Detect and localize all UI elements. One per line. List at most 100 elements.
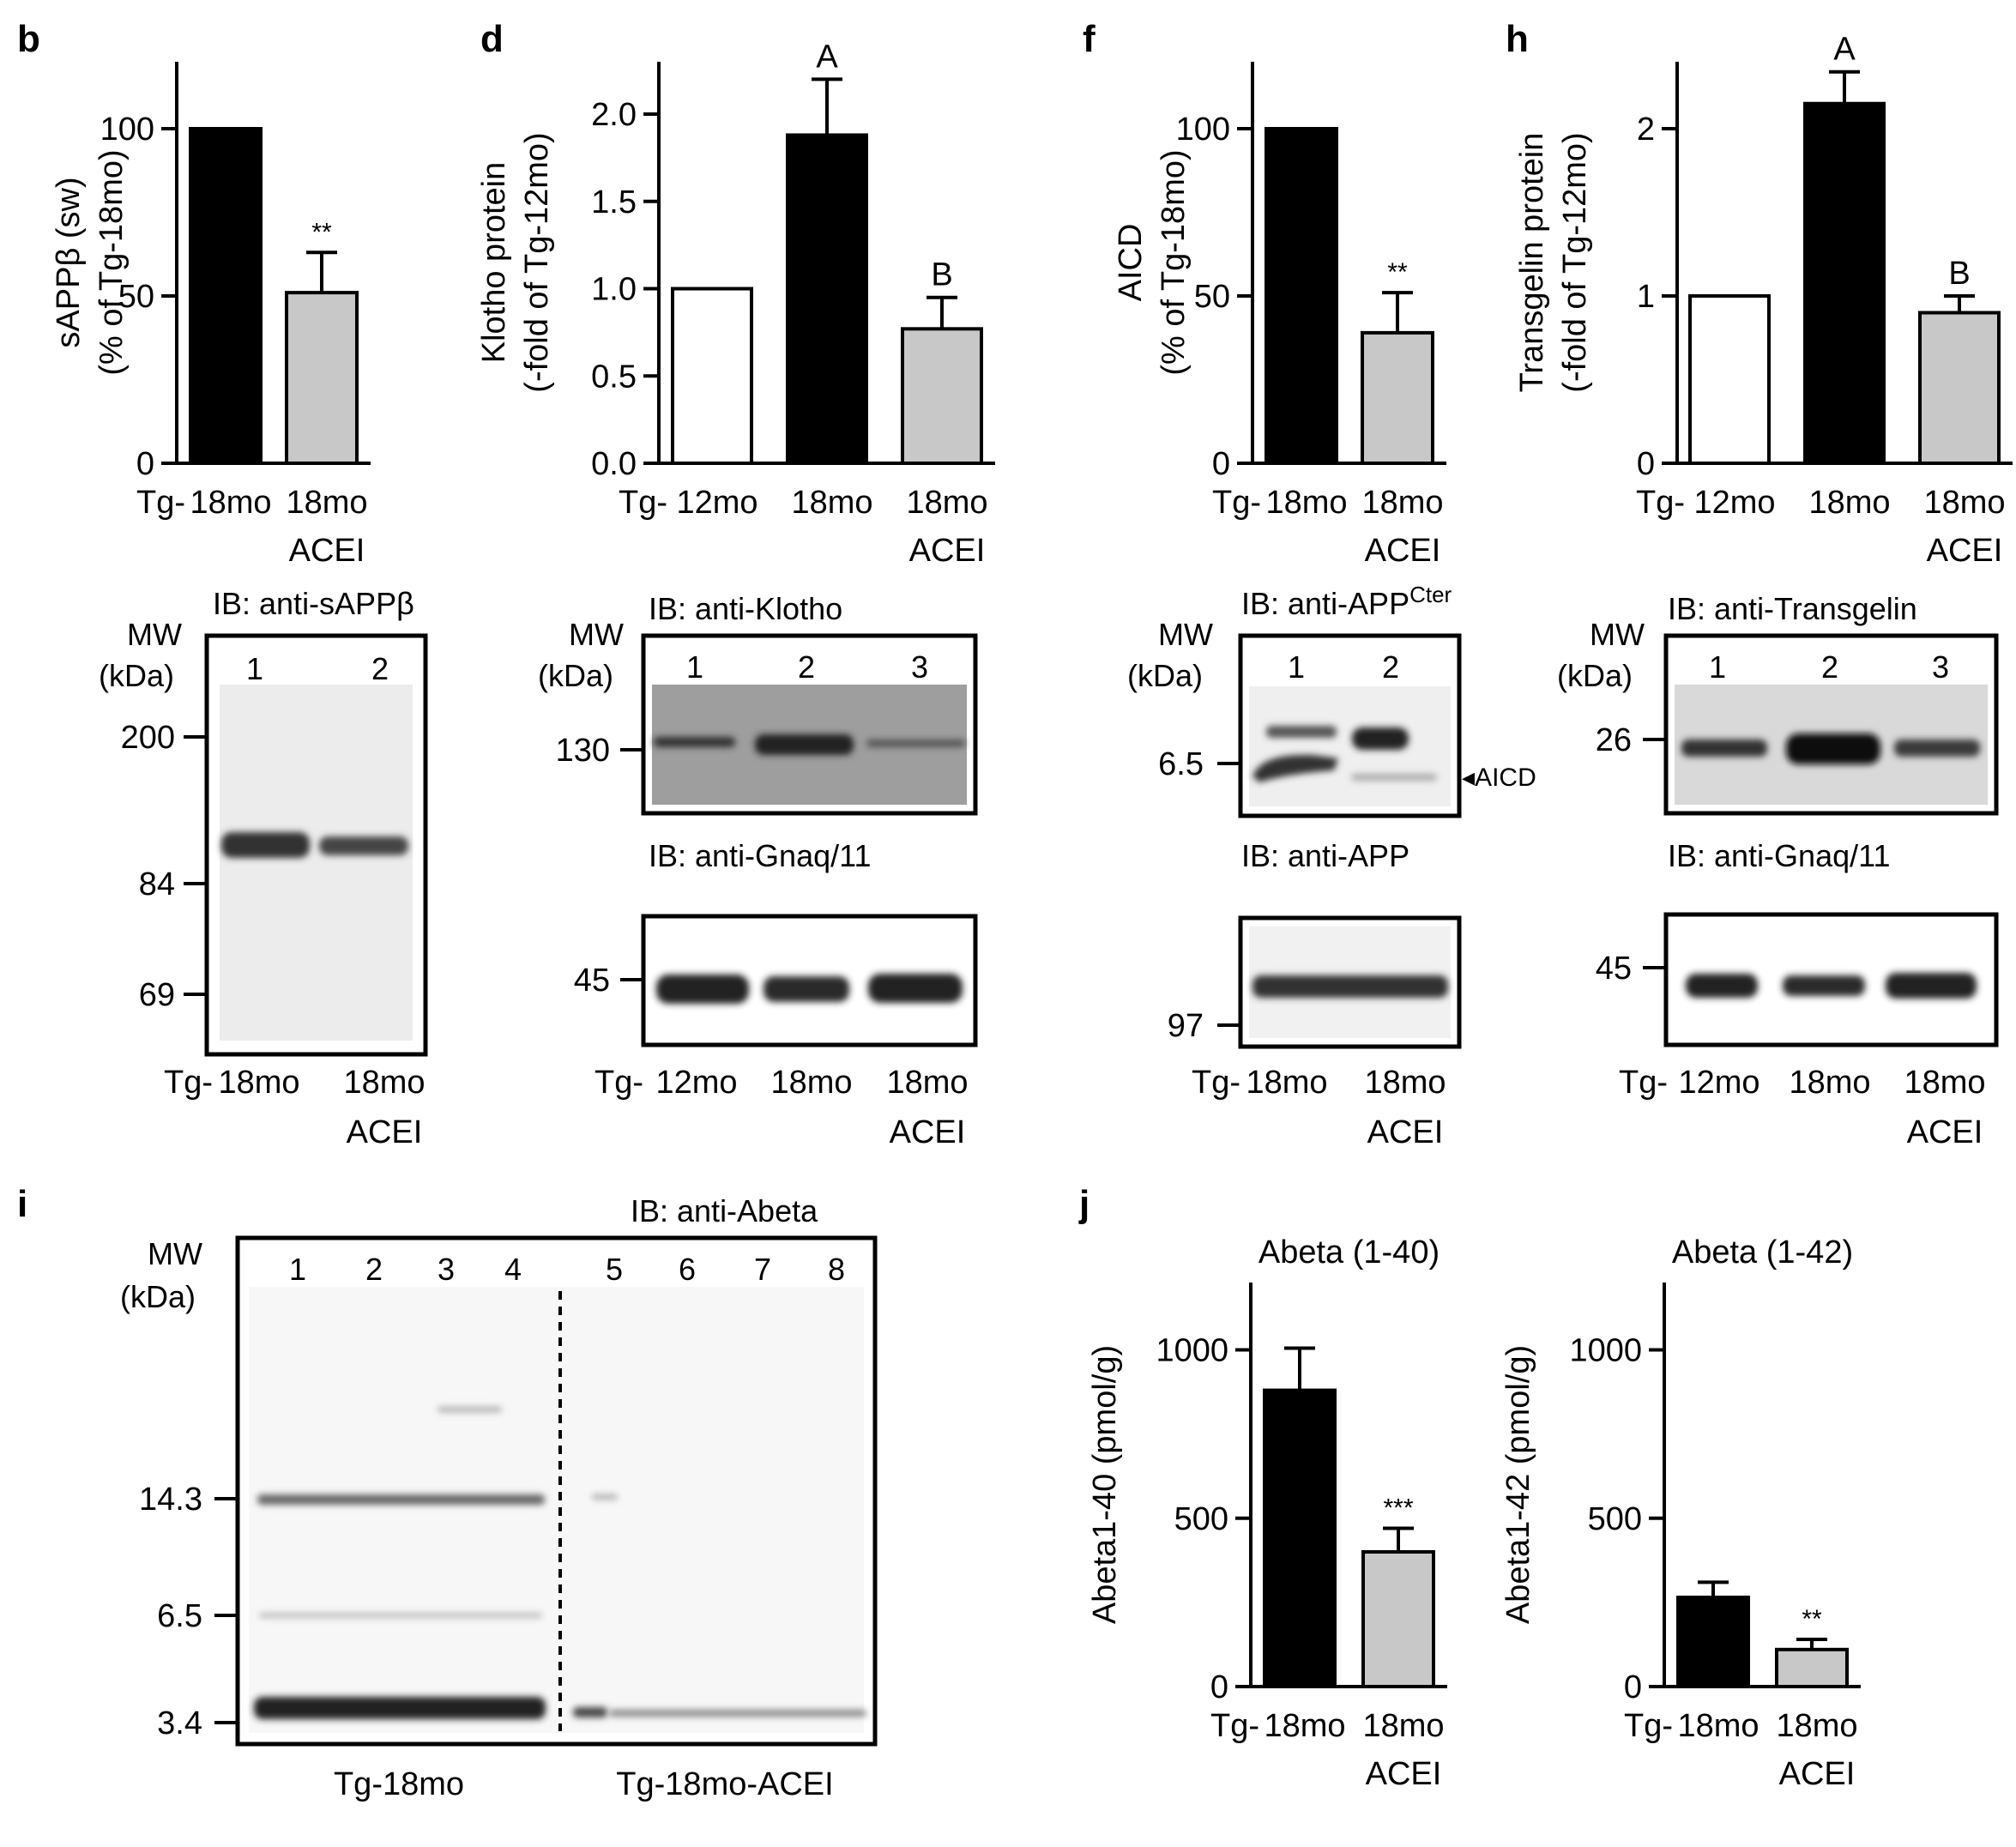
significance-label: A xyxy=(816,39,838,75)
significance-label: B xyxy=(931,257,952,293)
group-label: 12mo xyxy=(655,1065,737,1101)
y-tick-label: 50 xyxy=(118,279,154,315)
protein-band xyxy=(654,737,735,747)
x-prefix-label: Tg- xyxy=(1212,485,1261,521)
lane-number: 2 xyxy=(365,1252,383,1287)
protein-band xyxy=(1894,739,1980,757)
bar xyxy=(1361,1550,1435,1688)
significance-label: *** xyxy=(1383,1494,1413,1523)
lane-number: 2 xyxy=(1821,649,1838,685)
bar xyxy=(1775,1647,1849,1688)
protein-band xyxy=(259,1613,542,1618)
x-tick-label: 18mo xyxy=(1677,1708,1759,1744)
title-superscript: Cter xyxy=(1409,582,1452,607)
y-tick-label: 0.5 xyxy=(591,359,637,395)
significance-label: ** xyxy=(1802,1605,1822,1633)
blot-title: IB: anti-Klotho xyxy=(649,591,842,626)
y-axis-label: Klotho protein xyxy=(476,162,512,364)
lane-number: 1 xyxy=(1288,649,1305,685)
mw-marker: 3.4 xyxy=(157,1705,202,1741)
x-tick-label: 18mo xyxy=(1776,1708,1857,1744)
chart-panel-j-abeta42: Abeta (1-42) 0 500 1000 Abeta1-42 (pmol/g) 18… xyxy=(1500,1234,1861,1792)
y-tick-label: 0 xyxy=(1624,1669,1642,1705)
x-tick-label: 12mo xyxy=(1693,485,1775,521)
significance-label: B xyxy=(1948,256,1970,292)
chart-title: Abeta (1-40) xyxy=(1258,1234,1440,1271)
x-tick-label: 18mo xyxy=(791,485,872,521)
group-prefix: Tg- xyxy=(1619,1065,1668,1101)
group-label: 18mo xyxy=(1246,1065,1327,1101)
group-label: 18mo xyxy=(218,1065,299,1101)
y-axis-label: Abeta1-40 (pmol/g) xyxy=(1087,1345,1123,1624)
protein-band xyxy=(319,836,408,855)
y-tick-label: 50 xyxy=(1194,279,1230,315)
x-tick-label: ACEI xyxy=(1365,533,1441,569)
kda-label: (kDa) xyxy=(1127,658,1203,693)
protein-band xyxy=(573,1707,607,1717)
band-annotation-aicd: ◂AICD xyxy=(1462,764,1536,792)
blot-panel-d: IB: anti-Klotho MW (kDa) 1 2 3 130 IB: a… xyxy=(538,591,978,1150)
bar xyxy=(1688,294,1771,465)
kda-label: (kDa) xyxy=(538,658,613,693)
group-prefix: Tg- xyxy=(164,1065,213,1101)
blot-panel-f: IB: anti-APPCter MW (kDa) 1 2 6.5 ◂AICD … xyxy=(1127,582,1536,1150)
group-label: ACEI xyxy=(1367,1114,1444,1150)
x-prefix-label: Tg- xyxy=(1624,1708,1673,1744)
panel-label: h xyxy=(1506,18,1529,60)
lane-number: 1 xyxy=(1709,649,1726,685)
y-axis-label: (-fold of Tg-12mo) xyxy=(1557,132,1593,392)
x-tick-label: 18mo xyxy=(1264,1708,1345,1744)
group-prefix: Tg- xyxy=(595,1065,643,1101)
lane-number: 5 xyxy=(606,1252,623,1287)
mw-marker: 14.3 xyxy=(139,1482,202,1518)
bar xyxy=(285,291,359,465)
protein-band xyxy=(1681,739,1767,757)
blot-panel-h: IB: anti-Transgelin MW (kDa) 1 2 3 26 IB… xyxy=(1557,591,1999,1150)
mw-label: MW xyxy=(1590,617,1645,652)
chart-panel-d: d 0.0 0.5 1.0 1.5 2.0 Klotho protein (-fold of … xyxy=(476,18,995,569)
x-tick-label: 18mo xyxy=(1923,485,2005,521)
group-label: 12mo xyxy=(1678,1065,1759,1101)
protein-band xyxy=(609,1710,866,1717)
x-tick-label: 12mo xyxy=(676,485,758,521)
protein-band xyxy=(438,1407,502,1412)
lane-number: 8 xyxy=(828,1252,845,1287)
protein-band xyxy=(221,832,310,858)
bar xyxy=(671,287,753,465)
chart-panel-b: b 0 50 100 sAPPβ (sw) (% of Tg-18mo) 18mo ** 18m… xyxy=(17,18,371,569)
x-prefix-label: Tg- xyxy=(619,485,667,521)
x-tick-label: 18mo xyxy=(906,485,987,521)
y-tick-label: 2.0 xyxy=(591,97,637,133)
y-axis-label: Abeta1-42 (pmol/g) xyxy=(1500,1345,1536,1624)
mw-marker: 26 xyxy=(1596,722,1632,758)
y-tick-label: 1 xyxy=(1637,279,1655,315)
lane-number: 2 xyxy=(1382,649,1399,685)
x-tick-label: 18mo xyxy=(286,485,367,521)
mw-marker: 130 xyxy=(556,733,610,769)
protein-band xyxy=(257,1494,545,1505)
group-label: 18mo xyxy=(770,1065,852,1101)
group-label: 18mo xyxy=(1364,1065,1446,1101)
lane-number: 3 xyxy=(1932,649,1949,685)
y-tick-label: 1.0 xyxy=(591,272,637,308)
protein-band xyxy=(1352,727,1409,750)
mw-marker: 6.5 xyxy=(157,1598,202,1634)
x-tick-label: 18mo xyxy=(190,485,271,521)
blot-title: IB: anti-Gnaq/11 xyxy=(1668,838,1891,873)
x-tick-label: 18mo xyxy=(1265,485,1347,521)
x-tick-label: ACEI xyxy=(909,533,986,569)
group-label: ACEI xyxy=(347,1114,423,1150)
protein-band xyxy=(1686,974,1758,998)
protein-band xyxy=(866,739,965,747)
mw-label: MW xyxy=(127,617,182,652)
blot-membrane xyxy=(220,685,413,1041)
lane-number: 1 xyxy=(289,1252,306,1287)
protein-band xyxy=(1886,973,1977,999)
bar xyxy=(1918,311,2001,465)
bar xyxy=(1265,127,1338,465)
chart-panel-j-abeta40: Abeta (1-40) 0 500 1000 Abeta1-40 (pmol/g) 18… xyxy=(1087,1234,1447,1792)
kda-label: (kDa) xyxy=(99,658,174,693)
y-axis-label: Transgelin protein xyxy=(1514,133,1550,393)
mw-label: MW xyxy=(1158,617,1213,652)
